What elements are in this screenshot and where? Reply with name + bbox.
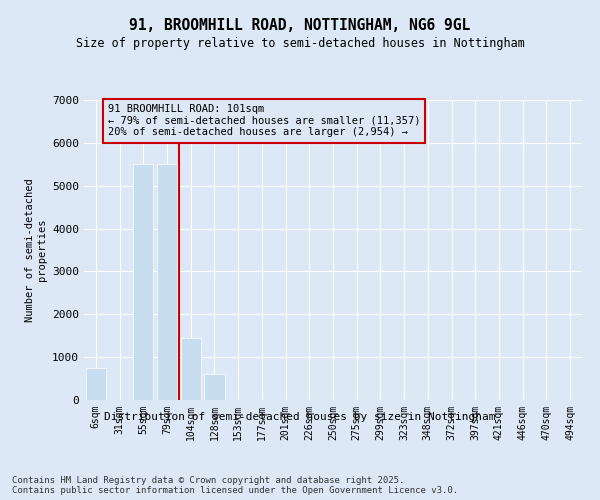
Text: Size of property relative to semi-detached houses in Nottingham: Size of property relative to semi-detach… — [76, 38, 524, 51]
Bar — [133, 164, 154, 400]
Text: Contains HM Land Registry data © Crown copyright and database right 2025.
Contai: Contains HM Land Registry data © Crown c… — [12, 476, 458, 495]
Text: 91 BROOMHILL ROAD: 101sqm
← 79% of semi-detached houses are smaller (11,357)
20%: 91 BROOMHILL ROAD: 101sqm ← 79% of semi-… — [108, 104, 420, 138]
Text: Distribution of semi-detached houses by size in Nottingham: Distribution of semi-detached houses by … — [104, 412, 496, 422]
Bar — [157, 164, 177, 400]
Bar — [205, 374, 224, 400]
Bar — [86, 368, 106, 400]
Y-axis label: Number of semi-detached
properties: Number of semi-detached properties — [25, 178, 47, 322]
Bar — [181, 338, 201, 400]
Text: 91, BROOMHILL ROAD, NOTTINGHAM, NG6 9GL: 91, BROOMHILL ROAD, NOTTINGHAM, NG6 9GL — [130, 18, 470, 32]
